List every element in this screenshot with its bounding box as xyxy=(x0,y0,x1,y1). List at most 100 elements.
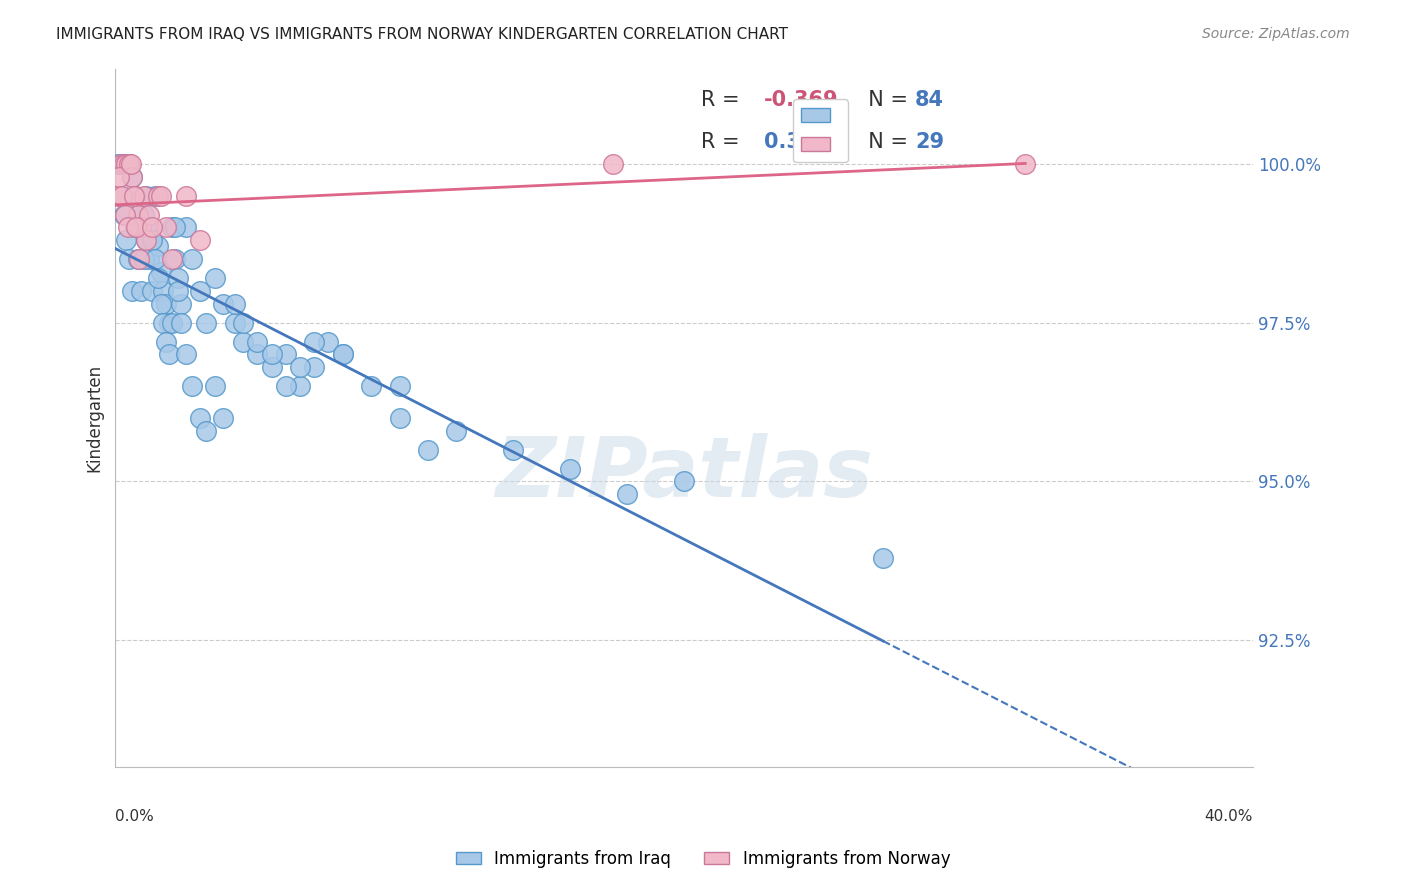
Point xyxy=(152,316,174,330)
Point xyxy=(155,334,177,349)
Point xyxy=(121,284,143,298)
Point xyxy=(224,296,246,310)
Point xyxy=(302,334,325,349)
Point xyxy=(212,296,235,310)
Point xyxy=(146,271,169,285)
Point xyxy=(166,284,188,298)
Point xyxy=(152,284,174,298)
Point xyxy=(110,157,132,171)
Point xyxy=(190,410,212,425)
Point xyxy=(446,424,468,438)
Point xyxy=(146,188,169,202)
Point xyxy=(160,252,183,266)
Point xyxy=(616,487,638,501)
Point xyxy=(274,379,297,393)
Point xyxy=(112,208,135,222)
Point xyxy=(125,220,148,235)
Point xyxy=(108,169,131,184)
Point xyxy=(124,220,146,235)
Point xyxy=(127,208,149,222)
Point xyxy=(174,220,197,235)
Text: N =: N = xyxy=(855,132,914,152)
Text: 0.356: 0.356 xyxy=(763,132,830,152)
Point xyxy=(107,188,129,202)
Text: IMMIGRANTS FROM IRAQ VS IMMIGRANTS FROM NORWAY KINDERGARTEN CORRELATION CHART: IMMIGRANTS FROM IRAQ VS IMMIGRANTS FROM … xyxy=(56,27,789,42)
Point xyxy=(502,442,524,457)
Point xyxy=(169,296,191,310)
Point xyxy=(117,220,139,235)
Point xyxy=(204,379,226,393)
Point xyxy=(115,233,138,247)
Legend: , : , xyxy=(793,99,848,162)
Point xyxy=(135,233,157,247)
Point xyxy=(149,188,172,202)
Point xyxy=(160,220,183,235)
Text: N =: N = xyxy=(855,90,914,110)
Point xyxy=(180,379,202,393)
Text: 84: 84 xyxy=(915,90,943,110)
Point xyxy=(115,157,138,171)
Point xyxy=(107,157,129,171)
Point xyxy=(138,252,160,266)
Point xyxy=(288,379,311,393)
Text: R =: R = xyxy=(702,90,747,110)
Point xyxy=(246,347,269,361)
Point xyxy=(128,252,150,266)
Text: Source: ZipAtlas.com: Source: ZipAtlas.com xyxy=(1202,27,1350,41)
Point xyxy=(132,208,155,222)
Point xyxy=(232,316,254,330)
Point xyxy=(141,284,163,298)
Point xyxy=(224,316,246,330)
Point xyxy=(129,220,152,235)
Legend: Immigrants from Iraq, Immigrants from Norway: Immigrants from Iraq, Immigrants from No… xyxy=(449,844,957,875)
Point xyxy=(138,220,160,235)
Point xyxy=(274,347,297,361)
Point xyxy=(112,157,135,171)
Point xyxy=(212,410,235,425)
Point xyxy=(118,252,141,266)
Point xyxy=(332,347,354,361)
Point xyxy=(1014,157,1036,171)
Point xyxy=(169,316,191,330)
Point xyxy=(121,169,143,184)
Point xyxy=(195,316,218,330)
Point xyxy=(135,188,157,202)
Point xyxy=(232,334,254,349)
Point xyxy=(157,316,180,330)
Point xyxy=(118,157,141,171)
Point xyxy=(157,347,180,361)
Point xyxy=(260,360,283,375)
Point xyxy=(112,157,135,171)
Point xyxy=(163,252,186,266)
Point xyxy=(110,188,132,202)
Point xyxy=(318,334,340,349)
Point xyxy=(302,360,325,375)
Point xyxy=(114,208,136,222)
Point xyxy=(124,188,146,202)
Point xyxy=(260,347,283,361)
Point xyxy=(246,334,269,349)
Point xyxy=(143,188,166,202)
Point xyxy=(110,157,132,171)
Point xyxy=(166,271,188,285)
Point xyxy=(190,284,212,298)
Point xyxy=(115,157,138,171)
Point xyxy=(163,220,186,235)
Point xyxy=(195,424,218,438)
Point xyxy=(388,379,411,393)
Text: 29: 29 xyxy=(915,132,943,152)
Point xyxy=(560,461,582,475)
Point xyxy=(111,188,134,202)
Point xyxy=(602,157,624,171)
Y-axis label: Kindergarten: Kindergarten xyxy=(86,364,103,472)
Text: -0.369: -0.369 xyxy=(763,90,838,110)
Point xyxy=(132,252,155,266)
Point xyxy=(155,296,177,310)
Point xyxy=(416,442,439,457)
Point xyxy=(155,220,177,235)
Point xyxy=(121,169,143,184)
Text: ZIPatlas: ZIPatlas xyxy=(495,434,873,515)
Point xyxy=(288,360,311,375)
Point xyxy=(138,208,160,222)
Point xyxy=(872,550,894,565)
